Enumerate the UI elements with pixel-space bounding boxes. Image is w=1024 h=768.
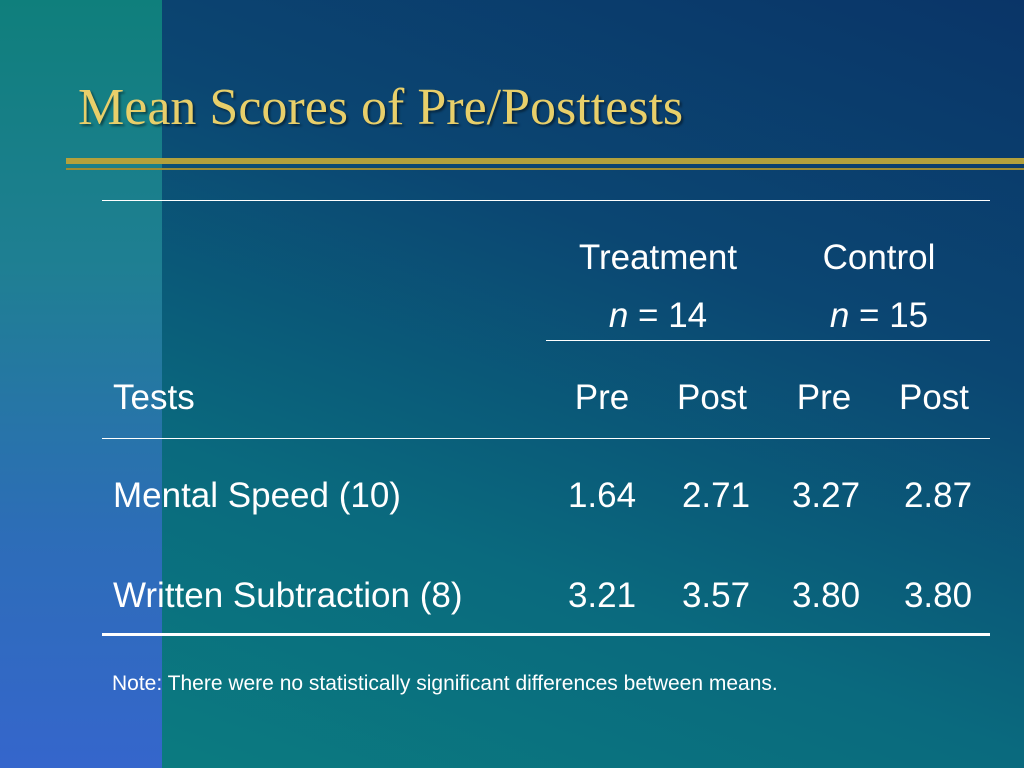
table-cell: 3.80: [791, 576, 861, 615]
title-underline-thin: [66, 168, 1024, 170]
left-accent-band: [0, 0, 162, 768]
table-cell: 1.64: [567, 476, 637, 515]
group-header-rule: [546, 340, 990, 341]
row-label: Written Subtraction (8): [113, 576, 463, 615]
group-header-treatment: Treatment: [578, 238, 738, 277]
slide-background: [162, 0, 1024, 768]
subheader-cell: Pre: [574, 378, 630, 417]
group-header-control: Control: [822, 238, 936, 277]
table-note: Note: There were no statistically signif…: [112, 672, 778, 695]
slide-title: Mean Scores of Pre/Posttests: [78, 79, 684, 136]
table-cell: 2.71: [681, 476, 751, 515]
table-top-rule: [102, 200, 990, 201]
title-underline-thick: [66, 158, 1024, 164]
column-header-tests: Tests: [113, 378, 195, 417]
group-n-control: n = 15: [768, 296, 990, 336]
subheader-cell: Post: [676, 378, 748, 417]
n-value: = 14: [638, 296, 708, 335]
table-cell: 3.27: [791, 476, 861, 515]
subheader-cell: Post: [898, 378, 970, 417]
table-cell: 3.57: [681, 576, 751, 615]
table-cell: 2.87: [903, 476, 973, 515]
row-label: Mental Speed (10): [113, 476, 401, 515]
table-bottom-rule: [102, 633, 990, 636]
table-cell: 3.80: [903, 576, 973, 615]
n-label: n: [608, 296, 629, 335]
n-label: n: [829, 296, 850, 335]
group-n-treatment: n = 14: [546, 296, 770, 336]
subheader-cell: Pre: [796, 378, 852, 417]
table-cell: 3.21: [567, 576, 637, 615]
header-bottom-rule: [102, 438, 990, 439]
n-value: = 15: [859, 296, 929, 335]
